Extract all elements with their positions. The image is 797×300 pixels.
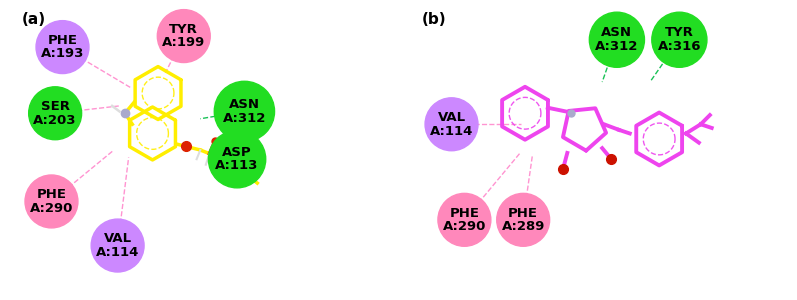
Text: ASN
A:312: ASN A:312: [222, 98, 266, 125]
Text: PHE
A:290: PHE A:290: [29, 188, 73, 215]
Circle shape: [589, 12, 645, 67]
Text: PHE
A:290: PHE A:290: [442, 207, 486, 233]
Text: ASN
A:312: ASN A:312: [595, 26, 638, 53]
Text: VAL
A:114: VAL A:114: [430, 111, 473, 137]
Circle shape: [652, 12, 707, 67]
Circle shape: [29, 87, 81, 140]
Text: PHE
A:193: PHE A:193: [41, 34, 84, 60]
Text: TYR
A:316: TYR A:316: [658, 26, 701, 53]
Text: (a): (a): [22, 12, 46, 27]
Circle shape: [208, 130, 265, 188]
Circle shape: [214, 81, 274, 142]
Circle shape: [157, 10, 210, 62]
Text: (b): (b): [422, 12, 447, 27]
Text: VAL
A:114: VAL A:114: [96, 232, 139, 259]
Circle shape: [36, 21, 89, 74]
Circle shape: [438, 194, 491, 246]
Text: PHE
A:289: PHE A:289: [501, 207, 545, 233]
Text: SER
A:203: SER A:203: [33, 100, 77, 127]
Circle shape: [25, 175, 78, 228]
Circle shape: [91, 219, 144, 272]
Circle shape: [425, 98, 478, 151]
Text: TYR
A:199: TYR A:199: [162, 23, 206, 49]
Circle shape: [497, 194, 550, 246]
Text: ASP
A:113: ASP A:113: [215, 146, 259, 172]
